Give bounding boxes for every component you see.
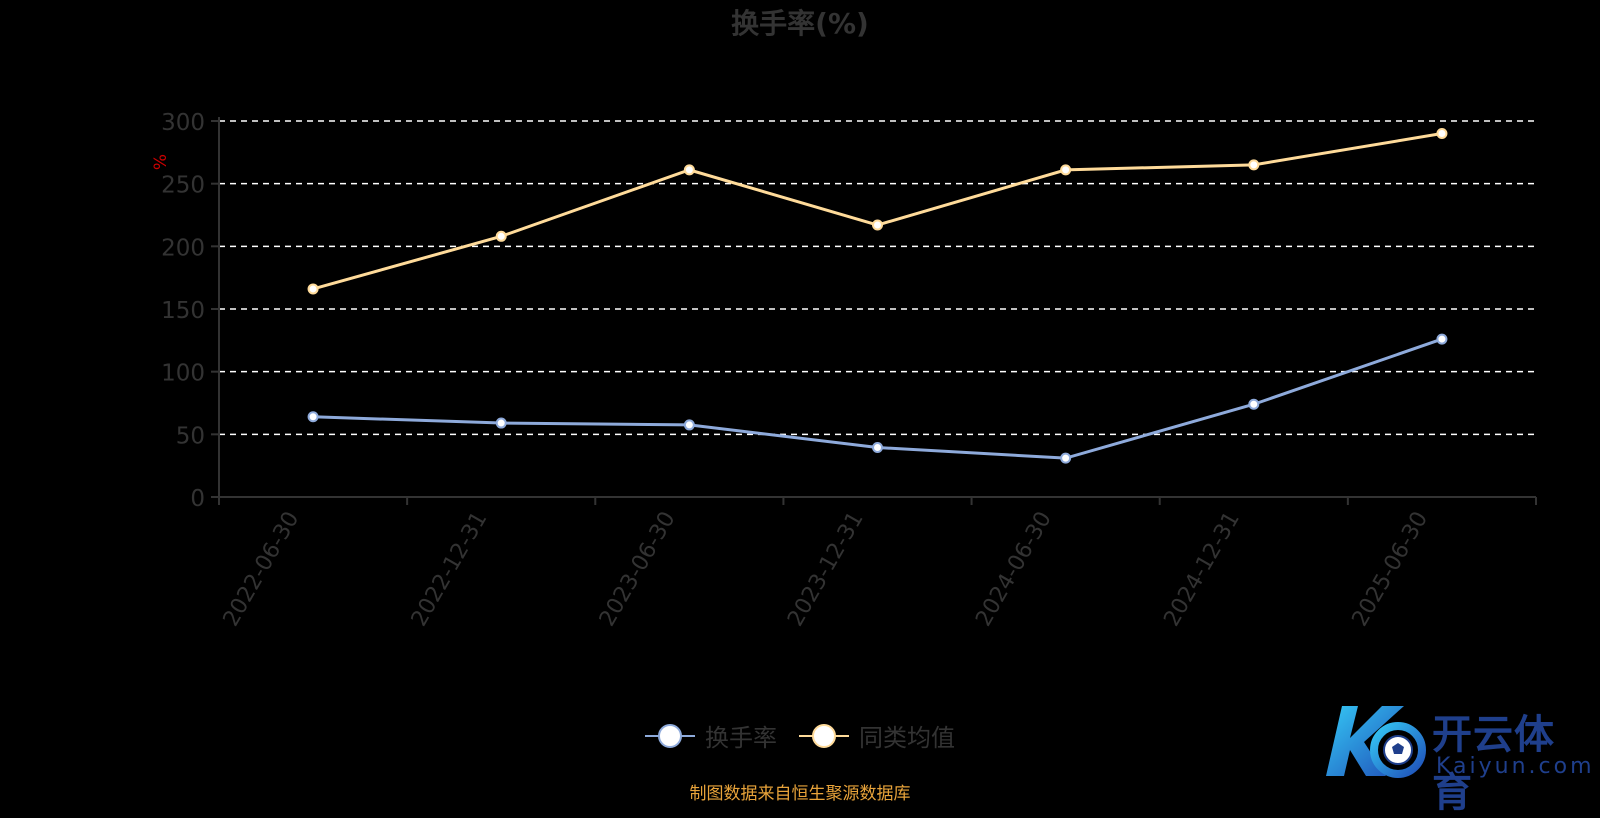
x-tick-label-2024-06-30: 2024-06-30	[971, 508, 1057, 631]
data-point-s0-0	[307, 411, 319, 423]
y-axis-label: %	[151, 154, 171, 170]
y-tick-label-0: 0	[190, 486, 205, 512]
series-line-1	[312, 132, 1443, 291]
legend: 换手率 同类均值	[0, 718, 1600, 753]
legend-swatch-peer-average	[799, 723, 849, 749]
chart-title: 换手率(%)	[731, 7, 869, 40]
data-point-s0-4	[1060, 452, 1072, 464]
data-point-s1-5	[1248, 159, 1260, 171]
y-tick-label-300: 300	[161, 110, 205, 136]
legend-label-turnover: 换手率	[705, 724, 777, 752]
y-tick-label-250: 250	[161, 173, 205, 199]
logo-k-ball-icon	[1326, 706, 1426, 778]
data-point-s0-2	[683, 419, 695, 431]
data-point-s1-3	[872, 219, 883, 231]
data-point-s1-4	[1060, 164, 1072, 176]
data-point-s0-1	[495, 417, 507, 429]
data-point-s0-6	[1436, 333, 1448, 345]
legend-swatch-turnover	[645, 723, 695, 749]
series-line-0	[313, 337, 1443, 460]
data-point-s1-1	[495, 230, 507, 242]
legend-item-peer-average[interactable]: 同类均值	[799, 718, 955, 753]
data-point-s0-5	[1248, 398, 1260, 410]
y-tick-label-100: 100	[161, 361, 205, 387]
x-tick-label-2022-06-30: 2022-06-30	[219, 508, 305, 631]
logo-text-en: Kaiyun.com	[1436, 754, 1595, 779]
data-point-s1-2	[683, 164, 695, 176]
x-tick-label-2023-12-31: 2023-12-31	[783, 508, 869, 631]
data-point-s0-3	[872, 441, 883, 453]
data-point-s1-6	[1436, 128, 1448, 140]
legend-label-peer-average: 同类均值	[859, 724, 955, 752]
watermark-logo: 开云体育 Kaiyun.com	[1312, 698, 1595, 816]
line-chart: 0 50 100 150 200 250 300% 2022-06-30 2022-12-31 2…	[151, 110, 1537, 631]
x-tick-label-2024-12-31: 2024-12-31	[1159, 508, 1245, 631]
y-tick-label-50: 50	[176, 423, 205, 449]
x-tick-label-2022-12-31: 2022-12-31	[407, 508, 493, 631]
x-tick-label-2023-06-30: 2023-06-30	[595, 508, 681, 631]
data-source-note: 制图数据来自恒生聚源数据库	[689, 784, 911, 804]
data-point-s1-0	[307, 283, 319, 295]
y-tick-label-200: 200	[161, 235, 205, 261]
legend-item-turnover[interactable]: 换手率	[645, 718, 777, 753]
y-tick-label-150: 150	[161, 298, 205, 324]
x-tick-label-2025-06-30: 2025-06-30	[1348, 508, 1434, 631]
